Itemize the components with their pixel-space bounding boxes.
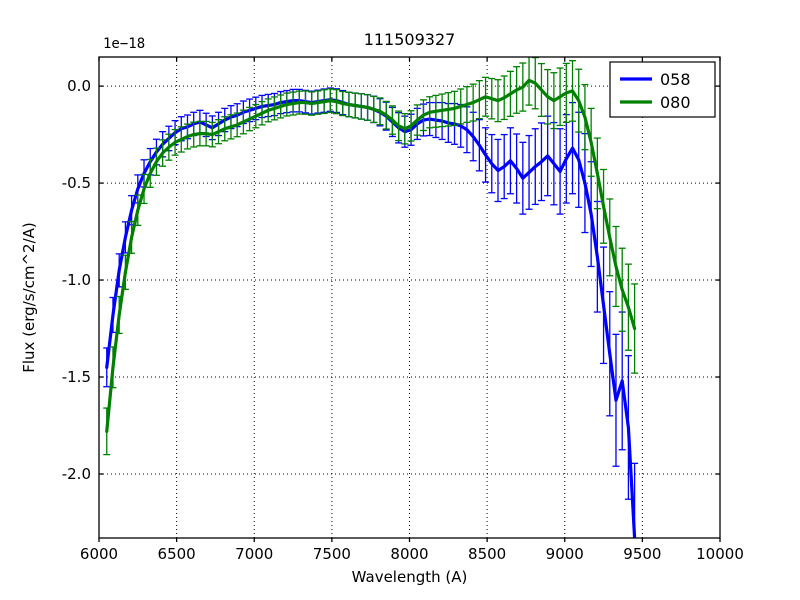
legend-label-058: 058 bbox=[660, 70, 691, 89]
grid-lines bbox=[99, 57, 720, 538]
axis-ticks: 6000 6500 7000 7500 8000 8500 9000 9500 10000 0.0… bbox=[62, 57, 744, 563]
y-offset-text: 1e−18 bbox=[103, 36, 145, 52]
legend-box bbox=[609, 61, 716, 118]
line-080 bbox=[105, 78, 637, 433]
ytick-label: -2.0 bbox=[62, 465, 91, 483]
ytick-label: -1.0 bbox=[62, 271, 91, 289]
xtick-label: 10000 bbox=[696, 545, 744, 563]
xtick-label: 7500 bbox=[313, 545, 351, 563]
ytick-label: -1.5 bbox=[62, 368, 91, 386]
series-080 bbox=[103, 57, 639, 456]
xtick-label: 7000 bbox=[235, 545, 273, 563]
xtick-label: 6000 bbox=[80, 545, 118, 563]
data-layer bbox=[103, 57, 639, 538]
legend-label-080: 080 bbox=[660, 93, 691, 112]
plot-title: 111509327 bbox=[364, 30, 456, 49]
ytick-label: 0.0 bbox=[67, 77, 91, 95]
x-axis-label: Wavelength (A) bbox=[352, 568, 468, 586]
xtick-label: 8000 bbox=[390, 545, 428, 563]
xtick-label: 8500 bbox=[468, 545, 506, 563]
xtick-label: 9000 bbox=[546, 545, 584, 563]
xtick-label: 6500 bbox=[158, 545, 196, 563]
xtick-label: 9500 bbox=[623, 545, 661, 563]
ytick-label: -0.5 bbox=[62, 174, 91, 192]
y-axis-label: Flux (erg/s/cm^2/A) bbox=[20, 222, 38, 373]
